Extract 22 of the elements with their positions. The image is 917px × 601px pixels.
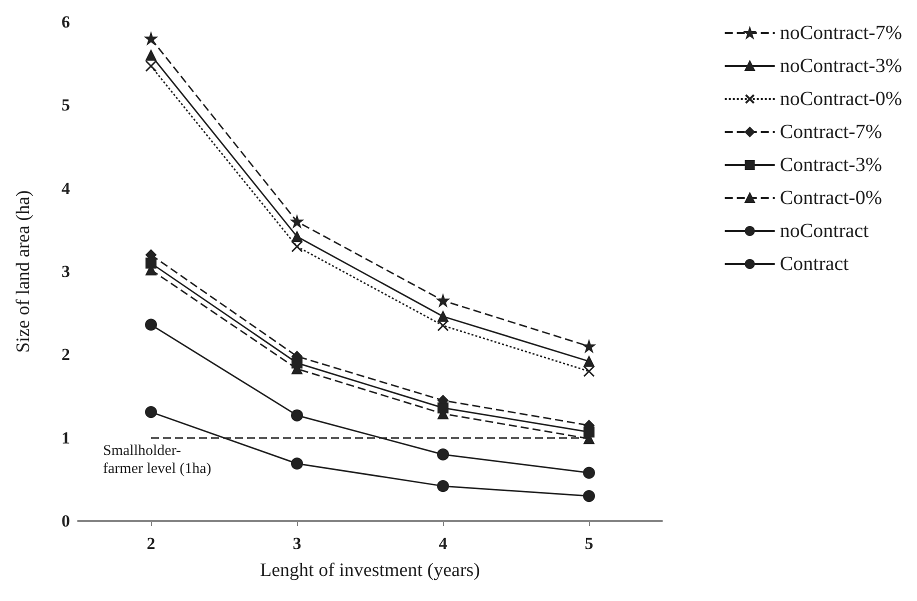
y-tick-label: 4 — [62, 178, 70, 198]
legend-label: Contract-7% — [780, 121, 882, 143]
legend-label: noContract — [780, 220, 870, 242]
legend-label: Contract-3% — [780, 154, 882, 176]
y-tick-label: 5 — [62, 96, 70, 115]
x-tick-label: 2 — [146, 534, 156, 553]
legend-label: Contract-0% — [780, 187, 882, 209]
y-tick-label: 3 — [62, 262, 70, 281]
x-tick-label: 5 — [584, 534, 594, 553]
x-tick-label: 3 — [292, 534, 302, 553]
y-tick-label: 0 — [62, 512, 70, 530]
legend-label: Contract — [780, 253, 850, 275]
legend-label: noContract-3% — [780, 55, 902, 77]
y-tick-label: 2 — [62, 345, 70, 364]
x-tick-label: 4 — [438, 534, 448, 553]
legend-label: noContract-0% — [780, 88, 902, 110]
ref-line-label: Smallholder-farmer level (1ha) — [103, 442, 212, 477]
y-tick-label: 6 — [62, 12, 70, 32]
legend-label: noContract-7% — [780, 22, 902, 44]
y-axis-title: Size of land area (ha) — [13, 190, 34, 353]
x-axis-title: Lenght of investment (years) — [260, 560, 480, 581]
y-tick-label: 1 — [62, 428, 70, 448]
